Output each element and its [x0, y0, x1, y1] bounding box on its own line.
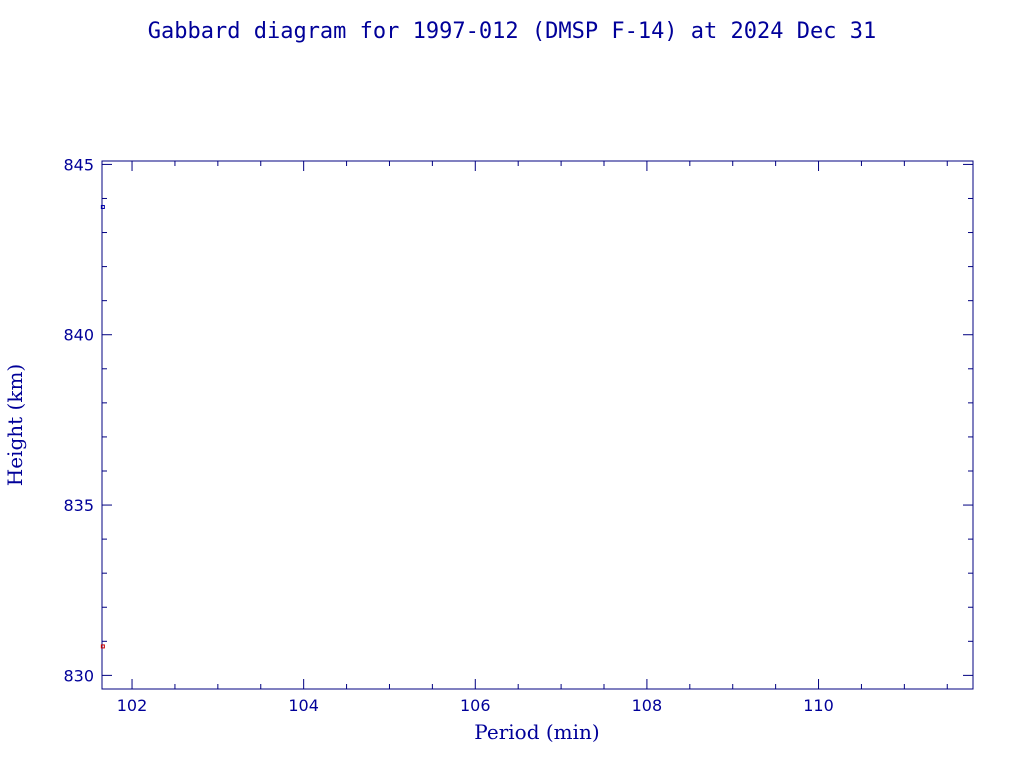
chart-title: Gabbard diagram for 1997-012 (DMSP F-14)… [148, 19, 876, 44]
y-tick-label: 845 [63, 155, 94, 174]
x-tick-label: 108 [632, 696, 663, 715]
plot-frame [101, 160, 974, 690]
y-axis-ticks [102, 163, 973, 676]
x-axis-label: Period (min) [474, 720, 599, 744]
x-tick-label: 106 [460, 696, 491, 715]
y-tick-label: 830 [63, 666, 94, 685]
data-points [100, 204, 105, 649]
x-tick-label: 110 [803, 696, 834, 715]
y-tick-label: 840 [63, 326, 94, 345]
x-tick-label: 102 [117, 696, 148, 715]
apogee-point [100, 204, 105, 209]
x-axis-tick-labels: 102 104 106 108 110 [117, 696, 834, 715]
x-tick-label: 104 [288, 696, 319, 715]
y-axis-label: Height (km) [3, 364, 27, 486]
y-axis-tick-labels: 830 835 840 845 [63, 155, 94, 685]
x-axis-ticks [131, 161, 948, 689]
y-tick-label: 835 [63, 496, 94, 515]
perigee-point [100, 644, 105, 649]
